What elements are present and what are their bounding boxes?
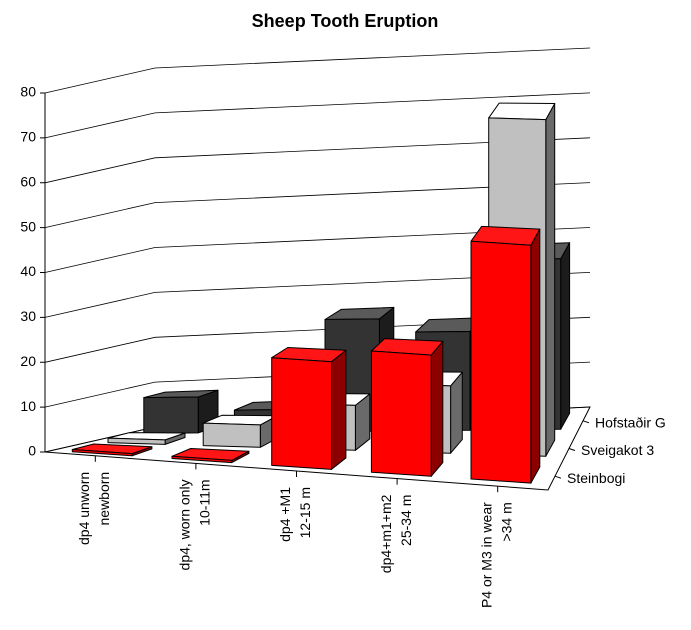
- bar: [271, 347, 347, 470]
- bar: [143, 389, 219, 434]
- grid-line: [44, 47, 591, 94]
- bar-front: [71, 449, 133, 457]
- bar-side: [560, 242, 571, 430]
- bar-front: [470, 240, 532, 484]
- y-tick-label: 70: [20, 129, 36, 145]
- x-tick-label: >34 m: [498, 502, 514, 541]
- bar-top: [488, 102, 556, 121]
- x-tick-label: 25-34 m: [398, 495, 414, 546]
- x-tick-label: P4 or M3 in wear: [478, 502, 494, 608]
- bar: [107, 432, 186, 445]
- y-tick-label: 30: [20, 308, 36, 324]
- bar: [370, 338, 444, 477]
- bar-front: [143, 396, 199, 434]
- grid-line: [44, 137, 591, 184]
- bar-side: [430, 340, 444, 477]
- z-tick: [568, 448, 576, 451]
- bar-front: [107, 437, 166, 445]
- grid-line: [44, 182, 591, 228]
- series-label: Steinbogi: [567, 470, 625, 486]
- y-tick-label: 20: [20, 353, 36, 369]
- y-tick-label: 80: [20, 84, 36, 100]
- bar-side: [530, 228, 541, 484]
- x-tick-label: dp4 +M1: [277, 487, 293, 542]
- chart-title: Sheep Tooth Eruption: [252, 11, 439, 31]
- bar: [202, 414, 278, 448]
- y-tick-label: 40: [20, 263, 36, 279]
- x-tick-label: dp4 unworn: [76, 472, 92, 545]
- bar-side: [545, 103, 556, 457]
- bar-front: [271, 357, 332, 470]
- bar: [71, 443, 153, 457]
- series-label: Hofstaðir G: [595, 415, 666, 431]
- bar-front: [202, 422, 261, 448]
- bar-side: [331, 349, 347, 470]
- bar-front: [370, 350, 432, 477]
- bar: [470, 225, 541, 484]
- z-tick: [582, 420, 590, 424]
- y-tick-label: 0: [28, 443, 36, 459]
- x-tick-label: dp4+m1+m2: [378, 494, 394, 573]
- grid-line: [44, 92, 591, 139]
- x-tick-label: newborn: [96, 472, 112, 526]
- z-tick: [554, 475, 562, 479]
- y-tick-label: 50: [20, 218, 36, 234]
- grid-line: [44, 272, 591, 318]
- x-tick-label: dp4, worn only: [177, 479, 193, 570]
- y-tick-label: 60: [20, 173, 36, 189]
- bar: [171, 448, 250, 464]
- x-tick-label: 10-11m: [197, 479, 213, 525]
- y-tick-label: 10: [20, 398, 36, 414]
- series-label: Sveigakot 3: [581, 442, 654, 458]
- x-tick-label: 12-15 m: [297, 487, 313, 538]
- grid-line: [44, 227, 591, 273]
- bar-front: [171, 455, 233, 464]
